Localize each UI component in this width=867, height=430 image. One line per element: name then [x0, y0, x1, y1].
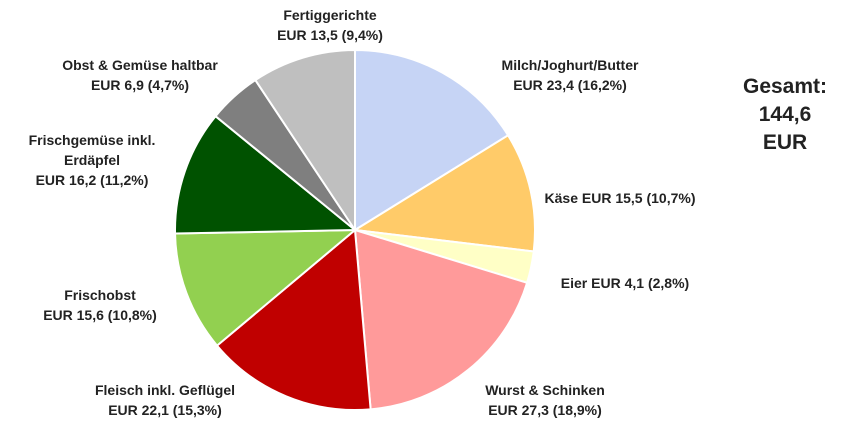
pie-slice	[354, 48, 510, 232]
category-label: Frischobst	[64, 287, 136, 303]
slice-label: Milch/Joghurt/Butter EUR 23,4 (16,2%)	[465, 55, 675, 95]
slice-label: Frischobst EUR 15,6 (10,8%)	[10, 285, 190, 325]
total-line: 144,6 EUR	[758, 103, 812, 154]
slice-label: Fertiggerichte EUR 13,5 (9,4%)	[230, 5, 430, 45]
slice-label: Wurst & Schinken EUR 27,3 (18,9%)	[435, 380, 655, 420]
category-label: Fertiggerichte	[283, 7, 377, 23]
value-label: EUR 15,5 (10,7%)	[581, 190, 696, 206]
value-label: EUR 22,1 (15,3%)	[108, 402, 222, 418]
category-label: Wurst & Schinken	[485, 382, 605, 398]
total-line: Gesamt:	[742, 75, 828, 98]
slice-label: Obst & Gemüse haltbar EUR 6,9 (4,7%)	[25, 55, 255, 95]
pie-slice	[353, 228, 529, 411]
value-label: EUR 27,3 (18,9%)	[488, 402, 602, 418]
slice-label: Eier EUR 4,1 (2,8%)	[495, 273, 755, 293]
pie-slice	[215, 228, 372, 411]
category-label: Eier	[560, 275, 588, 291]
category-label: Obst & Gemüse haltbar	[62, 57, 218, 73]
pie-slice	[352, 133, 536, 253]
pie-slice	[174, 114, 358, 235]
value-label: EUR 23,4 (16,2%)	[513, 77, 627, 93]
value-label: EUR 16,2 (11,2%)	[35, 172, 149, 188]
category-label: Milch/Joghurt/Butter	[501, 57, 639, 73]
slice-label: Frischgemüse inkl. Erdäpfel EUR 16,2 (11,…	[7, 130, 177, 190]
category-label: Frischgemüse inkl. Erdäpfel	[28, 132, 156, 168]
slice-label: Käse EUR 15,5 (10,7%)	[490, 188, 750, 208]
value-label: EUR 13,5 (9,4%)	[277, 27, 383, 43]
category-label: Käse	[544, 190, 578, 206]
category-label: Fleisch inkl. Geflügel	[94, 382, 236, 398]
value-label: EUR 15,6 (10,8%)	[43, 307, 157, 323]
value-label: EUR 4,1 (2,8%)	[591, 275, 690, 291]
pie-slice	[174, 228, 358, 348]
value-label: EUR 6,9 (4,7%)	[90, 77, 190, 93]
slice-label: Fleisch inkl. Geflügel EUR 22,1 (15,3%)	[55, 380, 275, 420]
pie-slice	[253, 48, 356, 234]
total: Gesamt: 144,6 EUR	[743, 73, 827, 157]
